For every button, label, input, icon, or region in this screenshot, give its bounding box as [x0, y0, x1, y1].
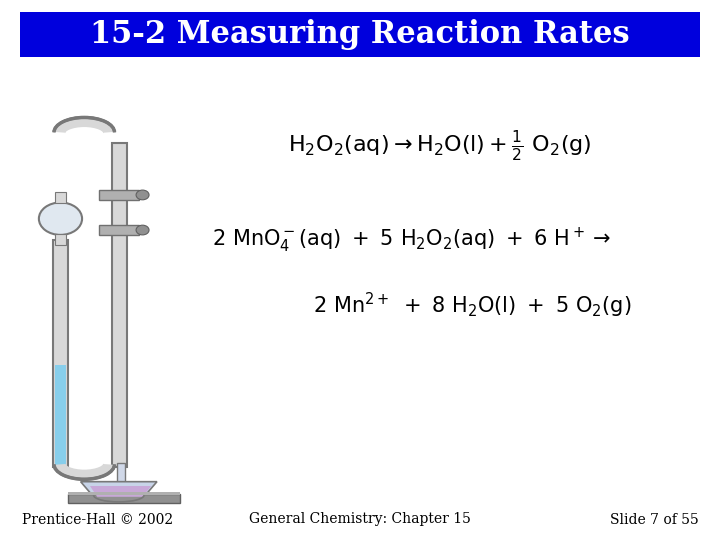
- Bar: [53, 240, 68, 467]
- Polygon shape: [81, 482, 157, 497]
- Bar: [55, 192, 66, 203]
- Circle shape: [136, 190, 149, 200]
- Text: General Chemistry: Chapter 15: General Chemistry: Chapter 15: [249, 512, 471, 526]
- Bar: [117, 463, 125, 483]
- Bar: [99, 225, 139, 235]
- Circle shape: [136, 225, 149, 235]
- Text: $\mathrm{2\ MnO_4^-(aq)\ +\ 5\ H_2O_2(aq)\ +\ 6\ H^+\rightarrow}$: $\mathrm{2\ MnO_4^-(aq)\ +\ 5\ H_2O_2(aq…: [212, 226, 611, 255]
- Text: 15-2 Measuring Reaction Rates: 15-2 Measuring Reaction Rates: [90, 19, 630, 50]
- Bar: [55, 234, 66, 245]
- Text: $\mathrm{2\ Mn^{2+}\ +\ 8\ H_2O(l)\ +\ 5\ O_2(g)}$: $\mathrm{2\ Mn^{2+}\ +\ 8\ H_2O(l)\ +\ 5…: [313, 291, 631, 320]
- FancyBboxPatch shape: [20, 12, 700, 57]
- Bar: [68, 492, 180, 495]
- Bar: [68, 494, 180, 503]
- Text: $\mathrm{H_2O_2(aq) \rightarrow H_2O(l) + \frac{1}{2}\ O_2(g)}$: $\mathrm{H_2O_2(aq) \rightarrow H_2O(l) …: [288, 129, 592, 163]
- Circle shape: [39, 202, 82, 235]
- Text: Slide 7 of 55: Slide 7 of 55: [610, 512, 698, 526]
- Polygon shape: [90, 486, 151, 497]
- Bar: [112, 143, 127, 467]
- Text: Prentice-Hall © 2002: Prentice-Hall © 2002: [22, 512, 173, 526]
- Bar: [55, 364, 66, 467]
- Bar: [99, 190, 139, 200]
